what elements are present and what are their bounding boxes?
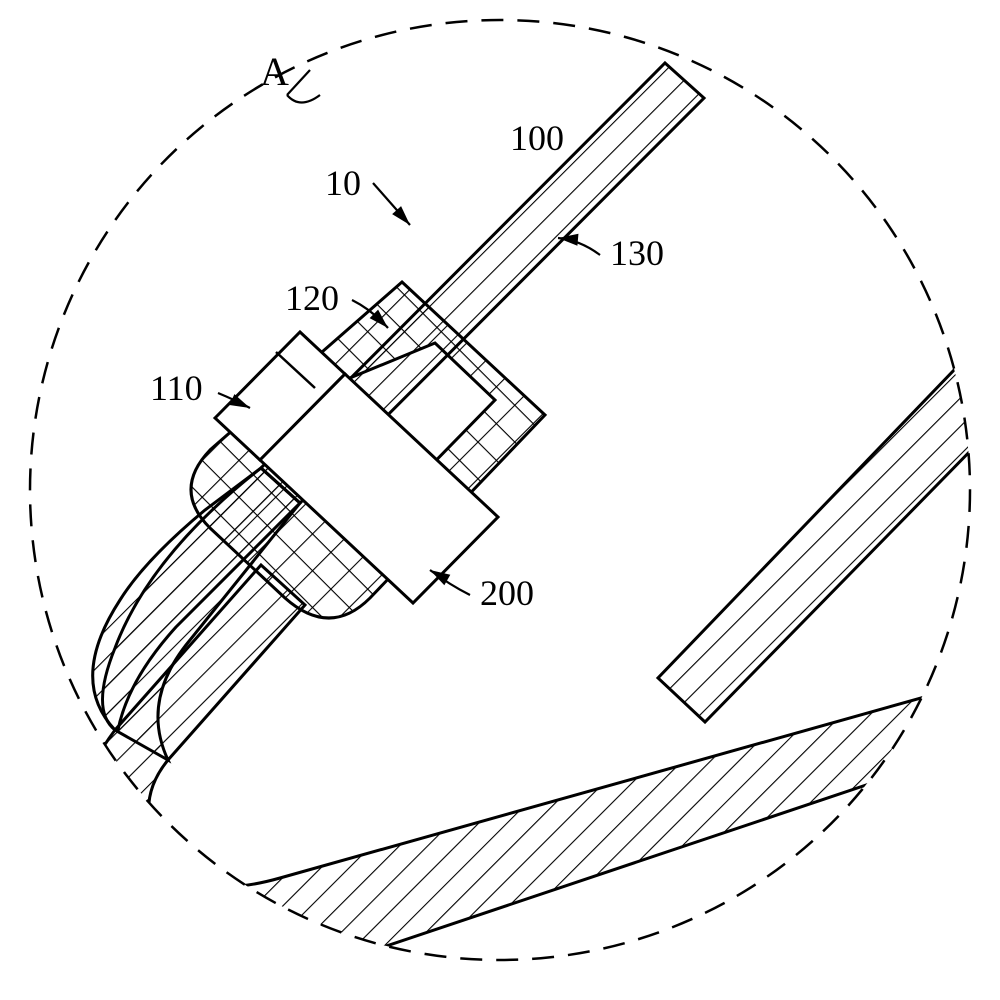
svg-text:10: 10 [325, 163, 361, 203]
svg-text:100: 100 [510, 118, 564, 158]
corner-chevron [905, 115, 975, 200]
svg-text:110: 110 [150, 368, 203, 408]
svg-text:200: 200 [480, 573, 534, 613]
svg-text:130: 130 [610, 233, 664, 273]
right-rail [658, 343, 1000, 722]
svg-text:A: A [260, 49, 289, 94]
technical-drawing: A 100 10 130 120 110 200 [0, 0, 1000, 1000]
bottom-band [77, 565, 1000, 987]
svg-text:120: 120 [285, 278, 339, 318]
